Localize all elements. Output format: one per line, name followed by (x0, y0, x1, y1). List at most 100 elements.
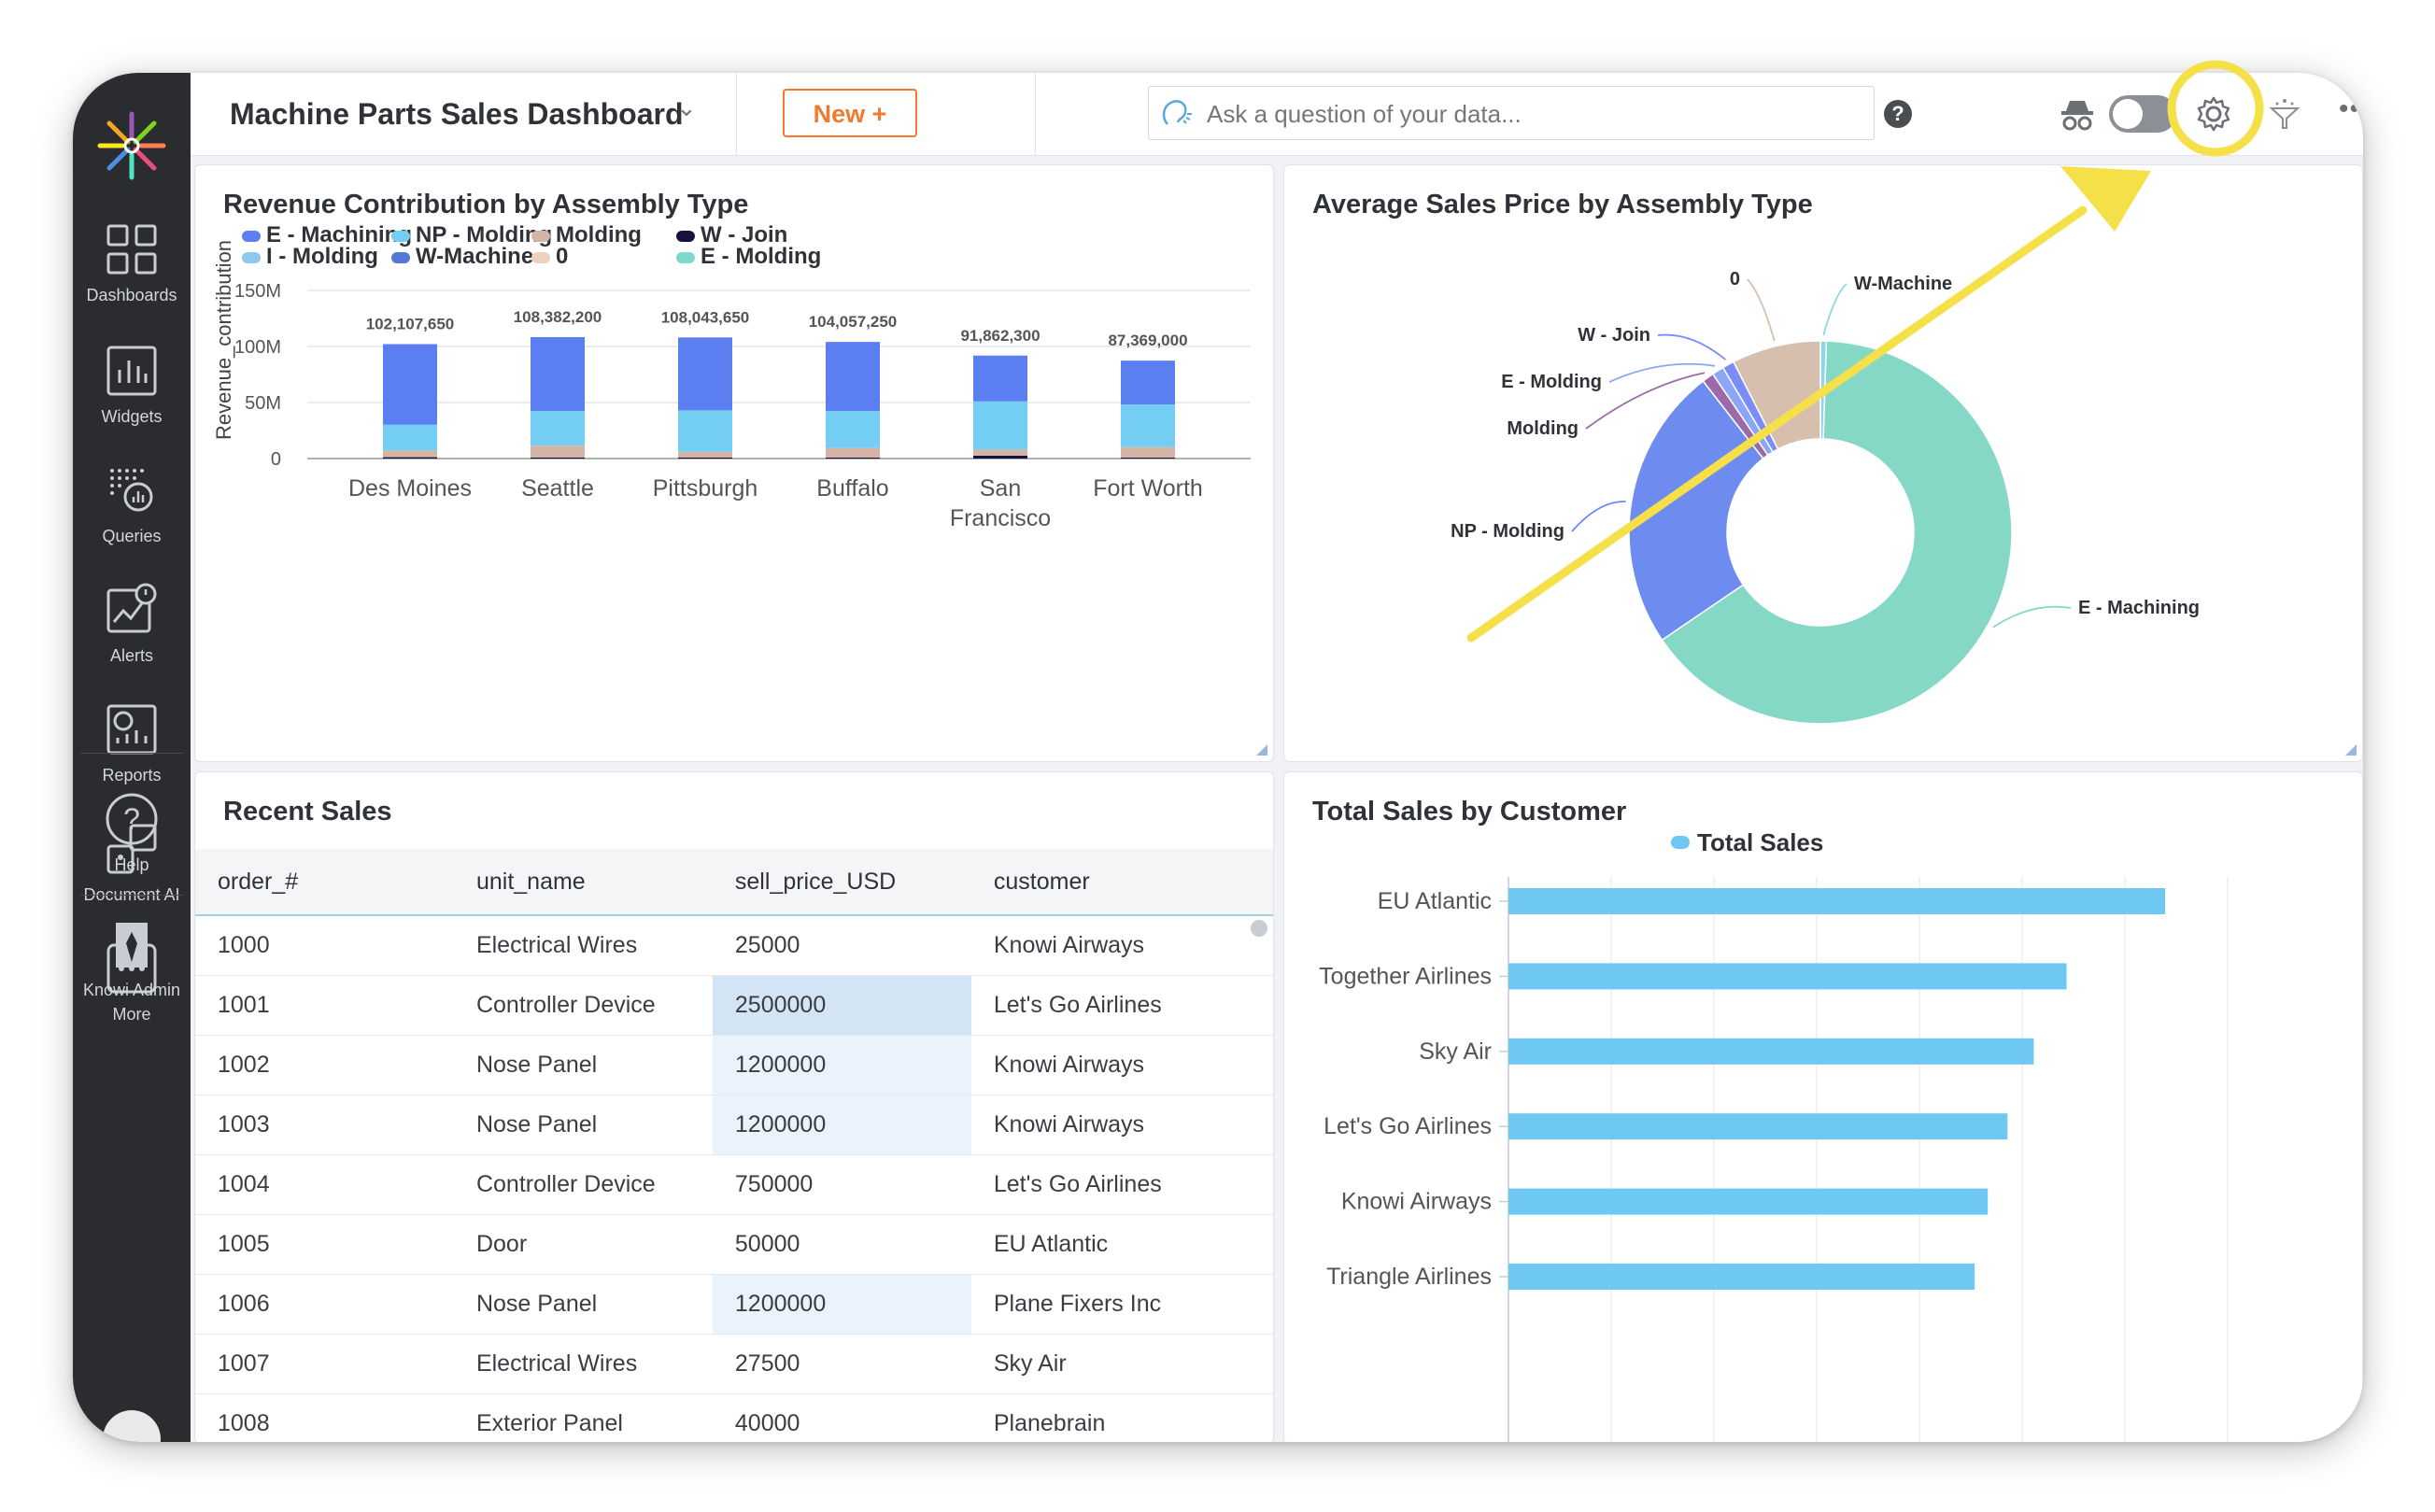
sidebar-item-dashboards[interactable]: Dashboards (73, 220, 191, 331)
column-header[interactable]: unit_name (453, 849, 713, 916)
table-cell: 1003 (195, 1095, 454, 1155)
table-row[interactable]: 1005 Door 50000 EU Atlantic (195, 1214, 1273, 1275)
avatar[interactable] (103, 1410, 161, 1442)
customer-bar[interactable] (1508, 1113, 2008, 1140)
sidebar-item-help[interactable]: ? Help (73, 790, 191, 900)
customer-bar[interactable] (1508, 1264, 1975, 1290)
bar-segment[interactable] (531, 445, 585, 458)
legend-item[interactable]: E - Molding (676, 244, 821, 269)
table-row[interactable]: 1006 Nose Panel 1200000 Plane Fixers Inc (195, 1274, 1273, 1335)
knowi-logo[interactable] (94, 108, 169, 183)
bar-segment[interactable] (678, 410, 732, 452)
table-row[interactable]: 1002 Nose Panel 1200000 Knowi Airways (195, 1035, 1273, 1095)
bar-segment[interactable] (826, 342, 880, 412)
table-row[interactable]: 1001 Controller Device 2500000 Let's Go Air… (195, 975, 1273, 1036)
voice-search-icon[interactable] (1158, 96, 1194, 132)
sidebar-item-widgets[interactable]: Widgets (73, 342, 191, 452)
bar-segment[interactable] (826, 447, 880, 458)
recent-sales-title: Recent Sales (223, 797, 392, 827)
bar-segment[interactable] (1121, 446, 1175, 459)
column-header[interactable]: customer (970, 849, 1273, 916)
customer-bar[interactable] (1508, 963, 2067, 990)
bar-segment[interactable] (826, 457, 880, 459)
bar-segment[interactable] (1121, 404, 1175, 447)
table-cell: 50000 (712, 1214, 971, 1275)
table-cell: 1000 (195, 915, 454, 976)
legend-item[interactable]: Molding (531, 222, 642, 247)
sidebar-item-queries[interactable]: Queries (73, 461, 191, 572)
donut-leader-line (1747, 278, 1776, 342)
donut-leader-line (1608, 362, 1716, 383)
sidebar-item-label: Widgets (101, 407, 163, 426)
table-row[interactable]: 1008 Exterior Panel 40000 Planebrain (195, 1393, 1273, 1442)
reports-icon (106, 704, 157, 755)
resize-handle[interactable] (1256, 744, 1267, 756)
legend-item[interactable]: E - Machining (242, 222, 412, 247)
bar-segment[interactable] (973, 449, 1027, 456)
table-row[interactable]: 1004 Controller Device 750000 Let's Go Airl… (195, 1154, 1273, 1215)
bar-segment[interactable] (973, 355, 1027, 402)
sidebar-item-alerts[interactable]: Alerts (73, 581, 191, 691)
legend-item[interactable]: W-Machine (391, 244, 533, 269)
bar-segment[interactable] (973, 456, 1027, 459)
bar-segment[interactable] (531, 411, 585, 446)
table-cell: Electrical Wires (453, 1334, 713, 1394)
customer-bar[interactable] (1508, 1188, 1989, 1215)
bar-segment[interactable] (678, 457, 732, 459)
column-header[interactable]: order_# (195, 849, 454, 916)
sidebar-item-more[interactable]: More (73, 940, 191, 1050)
bar-segment[interactable] (1121, 360, 1175, 405)
scrollbar-thumb[interactable] (1251, 920, 1267, 937)
bar-segment[interactable] (531, 336, 585, 411)
bar-segment[interactable] (678, 337, 732, 411)
column-header[interactable]: sell_price_USD (712, 849, 971, 916)
bar-segment[interactable] (383, 424, 437, 451)
help-circle-icon: ? (106, 793, 158, 845)
bar-segment[interactable] (678, 451, 732, 458)
legend-item[interactable]: I - Molding (242, 244, 378, 269)
queries-icon (110, 469, 153, 512)
legend-item[interactable]: NP - Molding (391, 222, 552, 247)
legend-swatch (391, 252, 410, 263)
y-tick-label: 100M (234, 337, 281, 358)
table-cell: Knowi Airways (970, 1095, 1273, 1155)
legend-item[interactable]: 0 (531, 244, 568, 269)
ask-question-input[interactable] (1205, 96, 1862, 132)
donut-label: E - Machining (2078, 598, 2200, 618)
sidebar-item-reports[interactable]: Reports (73, 700, 191, 811)
table-row[interactable]: 1003 Nose Panel 1200000 Knowi Airways (195, 1095, 1273, 1155)
gear-icon[interactable] (2195, 95, 2232, 133)
table-row[interactable]: 1000 Electrical Wires 25000 Knowi Airways (195, 915, 1273, 976)
customer-bar[interactable] (1508, 888, 2165, 914)
bar-segment[interactable] (383, 457, 437, 459)
legend-swatch (242, 252, 261, 263)
dashboard-title[interactable]: Machine Parts Sales Dashboard (230, 97, 684, 131)
mode-toggle[interactable] (2109, 95, 2176, 133)
bar-segment[interactable] (826, 411, 880, 448)
legend-label: NP - Molding (416, 222, 552, 247)
donut-leader-line (1657, 333, 1726, 360)
sidebar-item-admin[interactable]: Knowi Admin (73, 915, 191, 1025)
ask-question-box[interactable] (1148, 86, 1875, 140)
new-button[interactable]: New + (783, 89, 917, 137)
customer-bar[interactable] (1508, 1038, 2034, 1065)
bar-segment[interactable] (973, 401, 1027, 450)
revenue-chart: E - Machining NP - Molding Molding W - Join… (212, 222, 1251, 531)
incognito-icon[interactable] (2059, 98, 2096, 132)
bar-segment[interactable] (1121, 458, 1175, 459)
table-row[interactable]: 1007 Electrical Wires 27500 Sky Air (195, 1334, 1273, 1394)
y-axis-label: Revenue_contribution (212, 240, 235, 440)
help-icon[interactable]: ? (1884, 100, 1912, 128)
sidebar-help-label: Help (114, 855, 149, 874)
bar-segment[interactable] (383, 344, 437, 425)
table-cell: 1008 (195, 1393, 454, 1442)
bar-segment[interactable] (531, 457, 585, 459)
ai-sparkle-icon[interactable] (2266, 95, 2303, 133)
revenue-chart-panel: Revenue Contribution by Assembly Type E … (194, 164, 1274, 762)
resize-handle[interactable] (2345, 744, 2357, 756)
more-options-icon[interactable]: ••• (2339, 93, 2363, 124)
legend-item[interactable]: Total Sales (1671, 828, 1823, 856)
legend-item[interactable]: W - Join (676, 222, 787, 247)
chevron-down-icon[interactable]: ⌄ (676, 93, 697, 121)
bar-segment[interactable] (383, 450, 437, 458)
